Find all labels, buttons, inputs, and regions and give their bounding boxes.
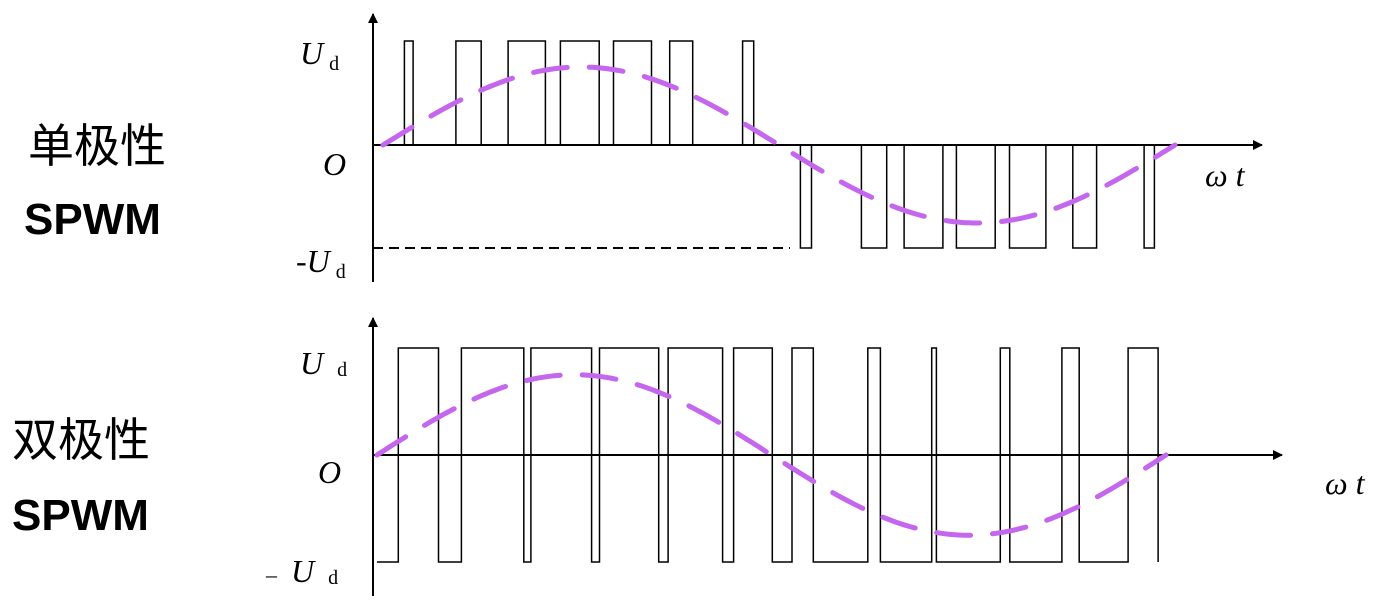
unipolar-label-en: SPWM: [24, 195, 161, 244]
unipolar-pwm-waveform: [383, 40, 1175, 249]
bipolar-label-cn: 双极性: [12, 414, 150, 466]
bipolar-label-en: SPWM: [12, 491, 149, 540]
bipolar-pwm-waveform: [377, 347, 1159, 563]
unipolar-neg-ud-label: -U d: [296, 243, 346, 283]
bipolar-origin-label: O: [318, 454, 341, 490]
unipolar-label-cn: 单极性: [28, 120, 166, 172]
unipolar-omega-t-label: ω t: [1205, 157, 1246, 193]
unipolar-origin-label: O: [323, 146, 346, 182]
bipolar-omega-t-label: ω t: [1325, 465, 1366, 501]
